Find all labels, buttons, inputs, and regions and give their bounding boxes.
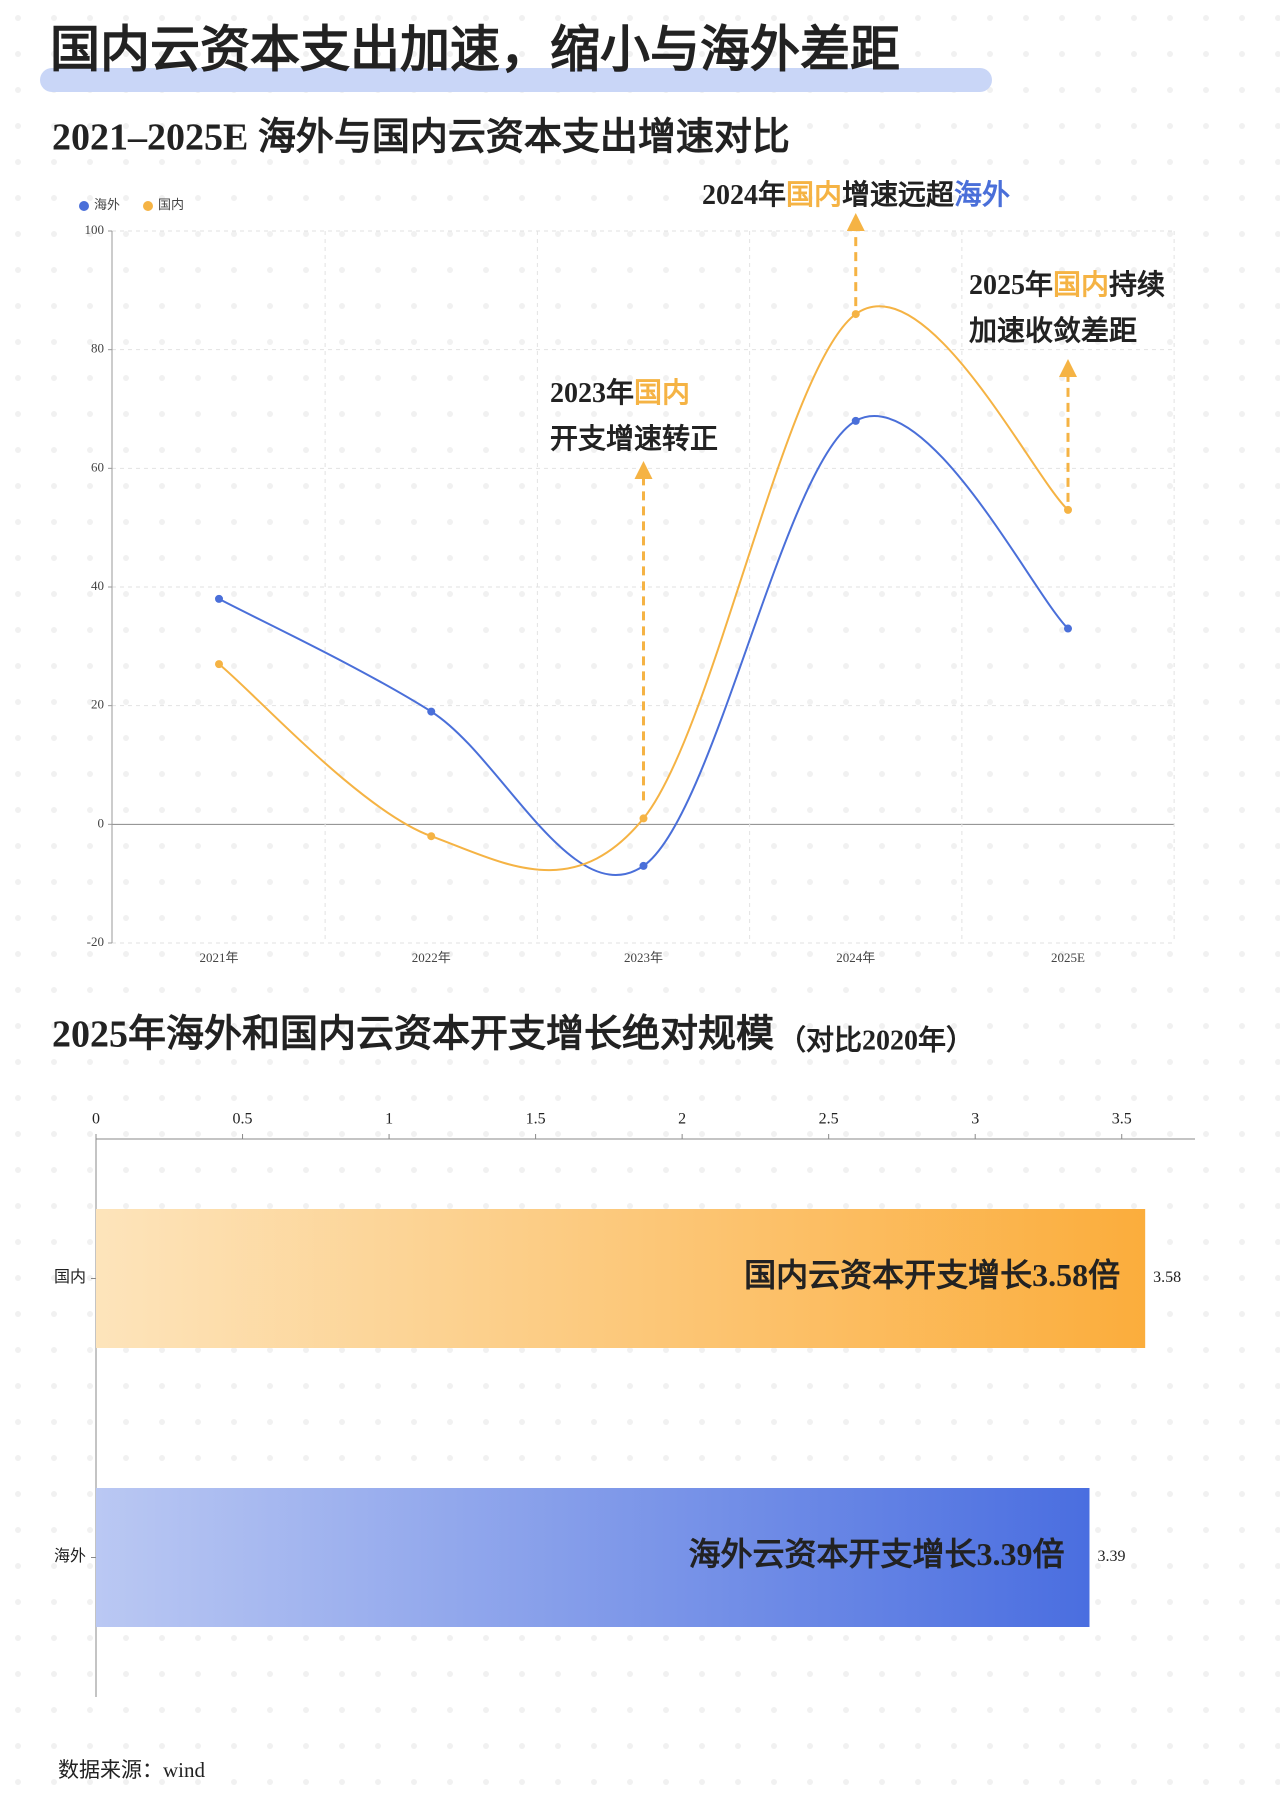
annotation-part: 国内 [634, 377, 690, 409]
data-point [639, 814, 648, 823]
annotation-part: 2025年 [969, 268, 1053, 301]
chart-title: 2025年海外和国内云资本开支增长绝对规模 [52, 1013, 774, 1056]
x-tick-label: 2021年 [199, 950, 238, 965]
page-title: 国内云资本支出加速，缩小与海外差距 [50, 21, 900, 77]
x-tick-label: 2025E [1051, 950, 1085, 965]
data-point [215, 660, 223, 669]
annotation: 开支增速转正 [550, 423, 718, 455]
y-tick-label: 40 [91, 578, 104, 593]
legend-label: 海外 [94, 197, 120, 212]
x-tick-label: 2.5 [819, 1111, 839, 1128]
data-point [427, 832, 436, 841]
annotation-part: 2024年 [702, 178, 786, 211]
value-label: 3.58 [1153, 1269, 1181, 1286]
x-tick-label: 3.5 [1112, 1111, 1132, 1128]
annotation: 2023年国内 [550, 376, 690, 409]
legend-swatch [143, 201, 153, 211]
annotation-part: 海外 [954, 179, 1010, 211]
y-tick-label: 20 [91, 697, 104, 712]
x-tick-label: 3 [971, 1111, 979, 1128]
series-line [218, 415, 1069, 876]
data-point [851, 310, 860, 319]
legend-swatch [79, 201, 89, 211]
bar [96, 1488, 1090, 1627]
series-line [218, 305, 1069, 871]
data-point [639, 861, 648, 870]
chart-subtitle: （对比2020年） [778, 1023, 974, 1056]
annotation: 加速收敛差距 [969, 314, 1137, 347]
x-tick-label: 1 [385, 1111, 393, 1128]
y-tick-label: 海外 [54, 1547, 86, 1565]
annotation: 2024年国内增速远超海外 [702, 178, 1010, 211]
y-tick-label: 100 [85, 222, 105, 237]
y-tick-label: 国内 [54, 1268, 86, 1286]
x-tick-label: 0 [92, 1111, 100, 1128]
x-tick-label: 2024年 [836, 950, 875, 965]
x-tick-label: 0.5 [233, 1111, 253, 1128]
bar-label: 海外云资本开支增长3.39倍 [688, 1536, 1064, 1572]
legend-label: 国内 [158, 197, 184, 212]
annotation: 2025年国内持续 [969, 268, 1165, 301]
value-label: 3.39 [1097, 1548, 1125, 1565]
data-point [1064, 624, 1072, 633]
y-tick-label: 80 [91, 341, 104, 356]
x-tick-label: 2022年 [412, 950, 451, 965]
y-tick-label: -20 [87, 934, 104, 949]
y-tick-label: 60 [91, 459, 104, 474]
data-point [427, 707, 436, 716]
data-point [1064, 505, 1072, 514]
x-tick-label: 2023年 [624, 950, 663, 965]
annotation-part: 2023年 [550, 376, 634, 409]
x-tick-label: 2 [678, 1111, 686, 1128]
annotation-part: 开支增速转正 [550, 423, 718, 455]
data-point [215, 594, 223, 603]
annotation-part: 持续 [1109, 269, 1165, 301]
bar-label: 国内云资本开支增长3.58倍 [744, 1257, 1120, 1293]
chart-title: 2021–2025E 海外与国内云资本支出增速对比 [52, 117, 790, 159]
data-point [851, 416, 860, 425]
annotation-part: 增速远超 [842, 179, 955, 211]
annotation-part: 加速收敛差距 [969, 314, 1137, 347]
source: 数据来源：wind [58, 1758, 205, 1782]
title-highlight [40, 68, 992, 92]
annotation-part: 国内 [1053, 269, 1109, 301]
x-tick-label: 1.5 [526, 1111, 546, 1128]
y-tick-label: 0 [98, 815, 105, 830]
annotation-part: 国内 [786, 179, 842, 211]
bar [96, 1209, 1146, 1348]
